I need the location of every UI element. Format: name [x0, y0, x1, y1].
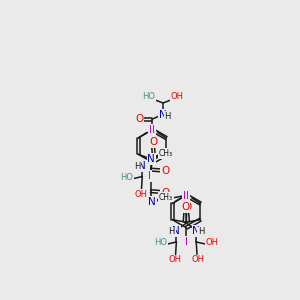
- Text: OH: OH: [191, 255, 204, 264]
- Text: I: I: [187, 191, 190, 201]
- Text: N: N: [159, 110, 167, 119]
- Text: H: H: [169, 227, 175, 236]
- Text: I: I: [183, 191, 186, 201]
- Text: I: I: [152, 125, 155, 135]
- Text: OH: OH: [205, 238, 218, 247]
- Text: OH: OH: [134, 190, 147, 199]
- Text: H: H: [134, 162, 141, 171]
- Text: O: O: [183, 202, 191, 212]
- Text: N: N: [148, 197, 156, 207]
- Text: HO: HO: [142, 92, 156, 101]
- Text: I: I: [148, 171, 152, 181]
- Text: OH: OH: [170, 92, 184, 101]
- Text: O: O: [149, 137, 157, 147]
- Text: N: N: [147, 154, 155, 164]
- Text: O: O: [161, 188, 170, 198]
- Text: I: I: [185, 237, 188, 247]
- Text: H: H: [164, 112, 171, 121]
- Text: N: N: [192, 226, 200, 236]
- Text: CH₃: CH₃: [159, 193, 173, 202]
- Text: H: H: [198, 227, 204, 236]
- Text: HO: HO: [154, 238, 167, 247]
- Text: OH: OH: [168, 255, 181, 264]
- Text: N: N: [138, 161, 146, 171]
- Text: O: O: [135, 114, 143, 124]
- Text: I: I: [149, 125, 152, 135]
- Text: O: O: [161, 166, 170, 176]
- Text: O: O: [181, 202, 190, 212]
- Text: CH₃: CH₃: [158, 149, 172, 158]
- Text: HO: HO: [120, 173, 133, 182]
- Text: N: N: [172, 226, 180, 236]
